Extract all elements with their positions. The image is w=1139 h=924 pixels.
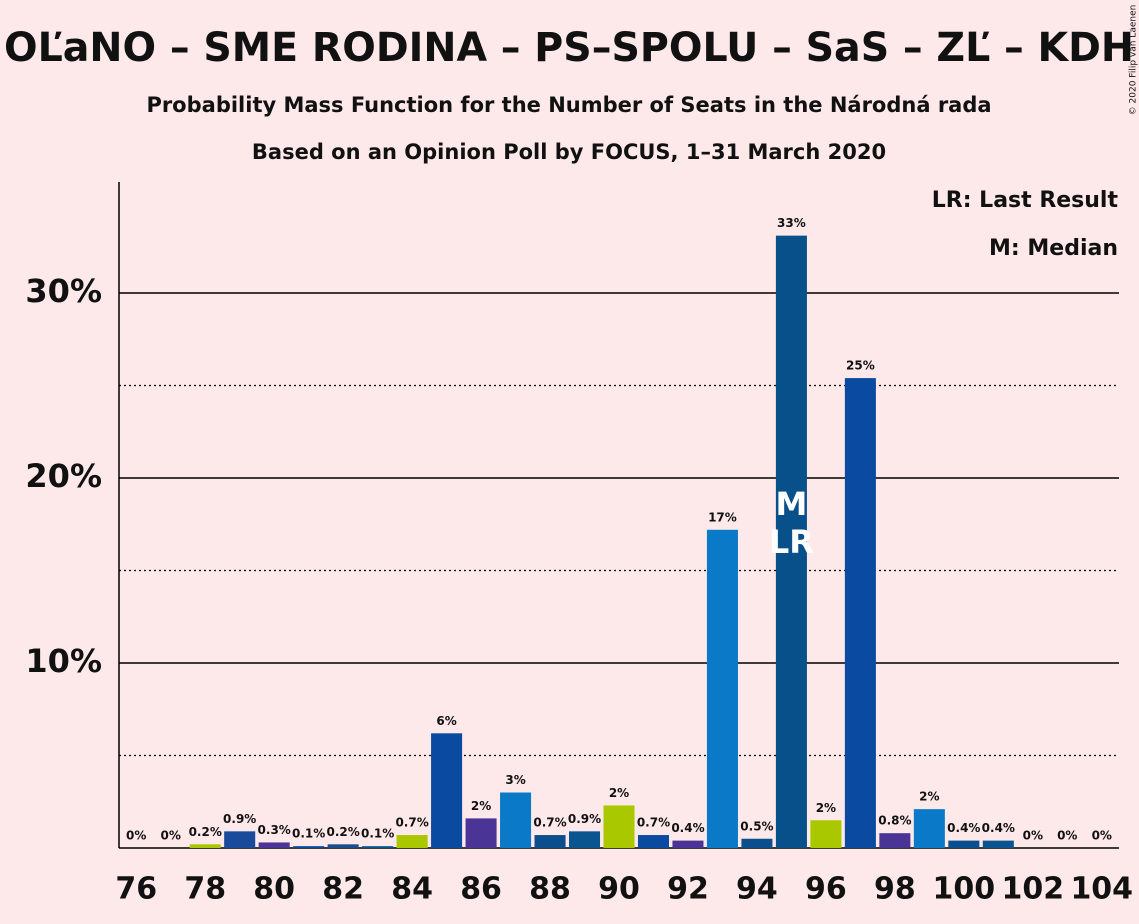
bar <box>534 835 566 848</box>
bar <box>569 831 601 848</box>
x-tick-label: 96 <box>805 872 847 907</box>
x-tick-label: 102 <box>1001 872 1064 907</box>
bar <box>810 820 842 848</box>
bar <box>327 844 359 848</box>
value-label: 0.9% <box>223 812 256 826</box>
y-tick-label: 10% <box>25 642 102 680</box>
bar <box>189 844 221 848</box>
x-tick-label: 82 <box>322 872 364 907</box>
value-label: 0% <box>161 829 181 843</box>
subtitle: Probability Mass Function for the Number… <box>146 93 991 117</box>
subtitle: Based on an Opinion Poll by FOCUS, 1–31 … <box>252 140 886 164</box>
value-label: 0.2% <box>326 825 359 839</box>
bar <box>775 235 807 848</box>
legend-entry: M: Median <box>989 236 1118 261</box>
value-label: 2% <box>609 786 629 800</box>
value-label: 0.7% <box>533 816 566 830</box>
value-label: 0.9% <box>568 812 601 826</box>
x-tick-label: 98 <box>874 872 916 907</box>
x-tick-label: 80 <box>253 872 295 907</box>
value-label: 2% <box>919 790 939 804</box>
value-label: 0% <box>1023 829 1043 843</box>
bar <box>396 835 428 848</box>
value-label: 25% <box>846 359 875 373</box>
value-label: 17% <box>708 510 737 524</box>
x-tick-label: 88 <box>529 872 571 907</box>
value-label: 0.7% <box>395 816 428 830</box>
x-tick-label: 92 <box>667 872 709 907</box>
y-tick-label: 20% <box>25 457 102 495</box>
value-label: 0.1% <box>292 827 325 841</box>
bar <box>224 831 256 848</box>
value-label: 2% <box>471 799 491 813</box>
x-tick-label: 94 <box>736 872 778 907</box>
value-label: 0.4% <box>671 821 704 835</box>
value-label: 0.5% <box>740 819 773 833</box>
marker-label: LR <box>769 523 814 561</box>
bar <box>913 809 945 848</box>
value-label: 0.3% <box>258 823 291 837</box>
x-tick-label: 78 <box>184 872 226 907</box>
bar <box>293 846 325 848</box>
value-label: 6% <box>436 714 456 728</box>
bar <box>948 840 980 848</box>
bar <box>741 838 773 848</box>
bar <box>982 840 1014 848</box>
value-label: 0.2% <box>189 825 222 839</box>
value-label: 0% <box>1057 829 1077 843</box>
value-label: 33% <box>777 216 806 230</box>
credit: © 2020 Filip van Laenen <box>1129 5 1139 116</box>
x-tick-label: 100 <box>933 872 996 907</box>
bar <box>465 818 497 848</box>
bar <box>706 529 738 848</box>
bar <box>879 833 911 848</box>
x-tick-label: 84 <box>391 872 433 907</box>
value-label: 3% <box>505 773 525 787</box>
value-label: 0.8% <box>878 814 911 828</box>
value-label: 0.7% <box>637 816 670 830</box>
x-tick-label: 86 <box>460 872 502 907</box>
value-label: 0% <box>1092 829 1112 843</box>
x-tick-label: 76 <box>115 872 157 907</box>
chart-title: OĽaNO – SME RODINA – PS–SPOLU – SaS – ZĽ… <box>4 25 1134 71</box>
x-tick-label: 104 <box>1070 872 1133 907</box>
value-label: 0.4% <box>947 821 980 835</box>
bar <box>672 840 704 848</box>
value-label: 0% <box>126 829 146 843</box>
bar <box>603 805 635 848</box>
marker-label: M <box>775 485 807 523</box>
bar <box>844 378 876 848</box>
y-tick-label: 30% <box>25 272 102 310</box>
bar <box>431 733 463 848</box>
bar <box>500 792 532 848</box>
value-label: 0.1% <box>361 827 394 841</box>
bar <box>637 835 669 848</box>
value-label: 2% <box>816 801 836 815</box>
bar <box>258 842 290 848</box>
legend-entry: LR: Last Result <box>932 188 1119 213</box>
bar <box>362 846 394 848</box>
x-tick-label: 90 <box>598 872 640 907</box>
value-label: 0.4% <box>982 821 1015 835</box>
